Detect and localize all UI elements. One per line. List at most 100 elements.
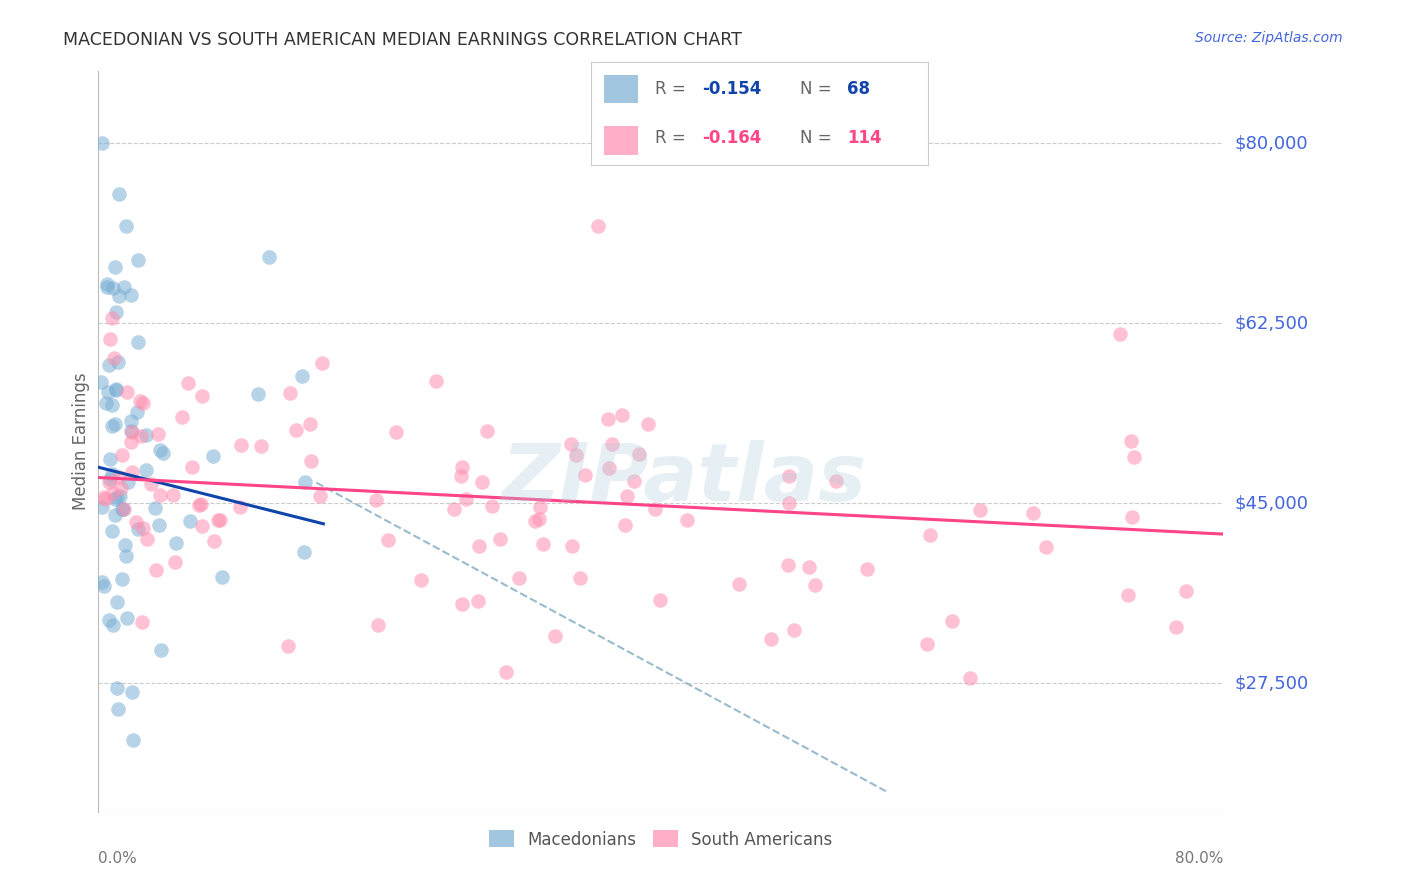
Point [101,486,124,500]
Point [94,395,117,409]
Point [111,502,134,516]
Point [229,438,252,452]
Point [364,493,387,508]
Point [561,540,583,554]
Point [454,491,477,506]
Point [676,513,699,527]
Point [104,382,127,396]
Point [299,417,322,432]
Point [278,386,301,401]
Point [149,442,172,457]
Point [778,558,800,573]
Point [121,465,143,479]
Point [100,472,122,486]
Point [115,385,138,400]
Point [778,496,800,510]
Point [107,355,129,369]
Point [98,332,121,346]
Point [148,518,170,533]
Point [612,409,634,423]
Text: R =: R = [655,129,690,147]
Text: 68: 68 [846,80,870,98]
Point [309,489,332,503]
Point [104,508,127,522]
Point [574,467,596,482]
Point [450,469,472,483]
Point [291,369,314,384]
Point [1175,583,1198,598]
Text: -0.164: -0.164 [702,129,761,147]
Text: $62,500: $62,500 [1234,314,1309,333]
Point [568,571,591,585]
Text: $80,000: $80,000 [1234,135,1308,153]
Point [560,437,582,451]
Point [471,475,494,489]
Point [367,618,389,632]
Point [179,514,201,528]
Point [105,595,128,609]
Point [941,614,963,628]
Point [586,219,609,233]
Point [856,562,879,576]
Text: N =: N = [800,80,837,98]
Point [650,593,672,607]
Point [108,289,131,303]
Point [120,288,142,302]
Point [565,448,588,462]
Text: $45,000: $45,000 [1234,494,1309,512]
Point [121,425,143,439]
Point [105,681,128,696]
Point [616,490,638,504]
Point [544,629,567,643]
Point [91,500,114,515]
Point [385,425,408,439]
Point [524,514,547,528]
Point [246,386,269,401]
Text: 80.0%: 80.0% [1175,851,1223,865]
Point [1116,589,1139,603]
Point [600,437,623,451]
Point [495,665,517,679]
Point [143,500,166,515]
Point [292,545,315,559]
Point [115,611,138,625]
Point [127,405,149,419]
Legend: Macedonians, South Americans: Macedonians, South Americans [482,823,839,855]
Point [211,570,233,584]
Point [644,502,666,516]
Point [190,497,212,511]
Point [824,474,846,488]
Point [97,613,120,627]
Text: Source: ZipAtlas.com: Source: ZipAtlas.com [1195,31,1343,45]
Point [191,389,214,403]
Point [100,524,122,538]
Point [101,617,124,632]
Point [508,571,530,585]
Point [250,439,273,453]
Point [165,535,187,549]
Point [110,481,132,495]
Text: R =: R = [655,80,690,98]
Point [136,532,159,546]
Point [111,449,134,463]
Point [98,358,121,372]
Point [531,537,554,551]
Point [1109,327,1132,342]
Point [101,311,124,326]
Y-axis label: Median Earnings: Median Earnings [72,373,90,510]
Point [623,475,645,489]
Point [959,671,981,685]
Point [191,519,214,533]
Point [1035,540,1057,554]
Point [202,534,225,549]
Text: 114: 114 [846,129,882,147]
Point [101,398,124,412]
Point [411,573,433,587]
Point [132,395,155,409]
Point [201,450,224,464]
Point [229,500,252,514]
Point [105,383,128,397]
Point [163,555,186,569]
Point [104,417,127,431]
Point [111,502,134,516]
